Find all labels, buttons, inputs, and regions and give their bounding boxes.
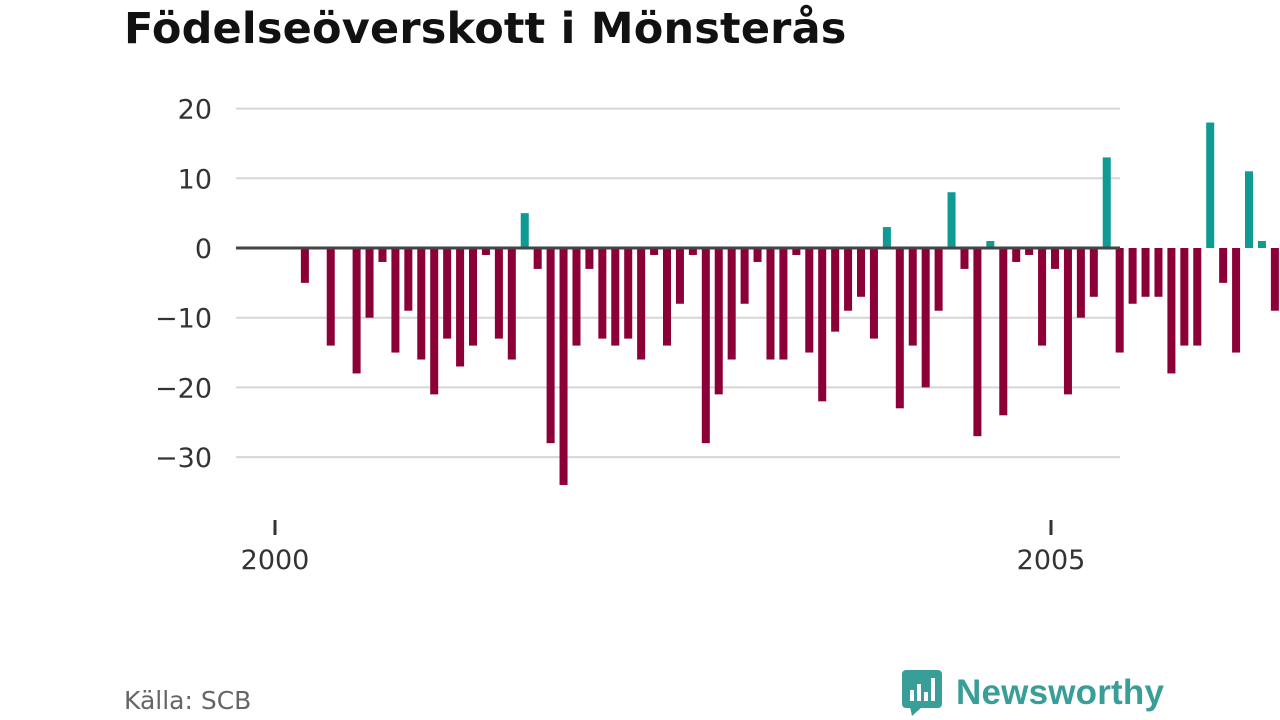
bar [869, 248, 878, 339]
bar [947, 192, 956, 248]
bar [753, 248, 762, 262]
y-tick-label: 20 [178, 95, 212, 126]
bar [714, 248, 723, 395]
bar [650, 248, 659, 255]
bar [960, 248, 969, 269]
bar [611, 248, 620, 346]
bar [378, 248, 387, 262]
bar [1245, 171, 1254, 248]
source-label: Källa: SCB [124, 686, 252, 715]
bar [546, 248, 555, 444]
y-tick-label: 10 [178, 164, 212, 195]
chart-title: Födelseöverskott i Mönsterås [124, 4, 847, 54]
bar [1206, 122, 1215, 248]
bar [895, 248, 904, 409]
bar [585, 248, 594, 269]
bar [727, 248, 736, 360]
bar [430, 248, 439, 395]
x-tick-label: 2005 [1017, 545, 1086, 576]
bar [456, 248, 465, 367]
bar [766, 248, 775, 360]
bar [1257, 241, 1266, 248]
bar [701, 248, 710, 444]
bar [598, 248, 607, 339]
bar [533, 248, 542, 269]
bar [1102, 157, 1111, 248]
bar [481, 248, 490, 255]
bar [986, 241, 995, 248]
bar [624, 248, 633, 339]
bar [469, 248, 478, 346]
bar [1232, 248, 1241, 353]
bar [818, 248, 827, 402]
bar [934, 248, 943, 311]
bar [572, 248, 581, 346]
bar [1051, 248, 1060, 269]
bar [675, 248, 684, 304]
bar [494, 248, 503, 339]
bar [882, 227, 891, 248]
bar [507, 248, 516, 360]
x-axis: 200020052010201520202025 [241, 520, 1086, 576]
y-tick-label: 0 [195, 234, 212, 265]
x-tick-label: 2000 [241, 545, 310, 576]
bar [921, 248, 930, 388]
bar [404, 248, 413, 311]
bar [1193, 248, 1202, 346]
bar [1141, 248, 1150, 297]
bar [1012, 248, 1021, 262]
bar [663, 248, 672, 346]
bar [417, 248, 426, 360]
bar [365, 248, 374, 318]
bar [1063, 248, 1072, 395]
bar [740, 248, 749, 304]
bar [520, 213, 529, 248]
bar [1128, 248, 1137, 304]
bar [1219, 248, 1228, 283]
bars [300, 122, 1279, 485]
grid-lines [236, 107, 1120, 459]
bar [1076, 248, 1085, 318]
bar [908, 248, 917, 346]
bar [391, 248, 400, 353]
bar [792, 248, 801, 255]
y-tick-label: −10 [155, 304, 212, 335]
bar [300, 248, 309, 283]
newsworthy-logo-icon [902, 670, 942, 716]
y-tick-label: −30 [155, 443, 212, 474]
bar [1154, 248, 1163, 297]
bar [1180, 248, 1189, 346]
bar [1167, 248, 1176, 374]
bar [779, 248, 788, 360]
y-tick-label: −20 [155, 373, 212, 404]
bar [831, 248, 840, 332]
bar [973, 248, 982, 437]
bar [559, 248, 568, 485]
bar [805, 248, 814, 353]
bar [1115, 248, 1124, 353]
bar [326, 248, 335, 346]
bar [637, 248, 646, 360]
bar [844, 248, 853, 311]
bar [688, 248, 697, 255]
bar [1089, 248, 1098, 297]
bar [443, 248, 452, 339]
brand-name: Newsworthy [956, 673, 1165, 712]
bar [1038, 248, 1047, 346]
bar [352, 248, 361, 374]
bar [1270, 248, 1279, 311]
bar [857, 248, 866, 297]
bar [999, 248, 1008, 416]
bar [1025, 248, 1034, 255]
brand-logo[interactable]: Newsworthy [902, 670, 1164, 716]
y-axis-labels: 20 10 0 −10 −20 −30 [155, 95, 212, 475]
